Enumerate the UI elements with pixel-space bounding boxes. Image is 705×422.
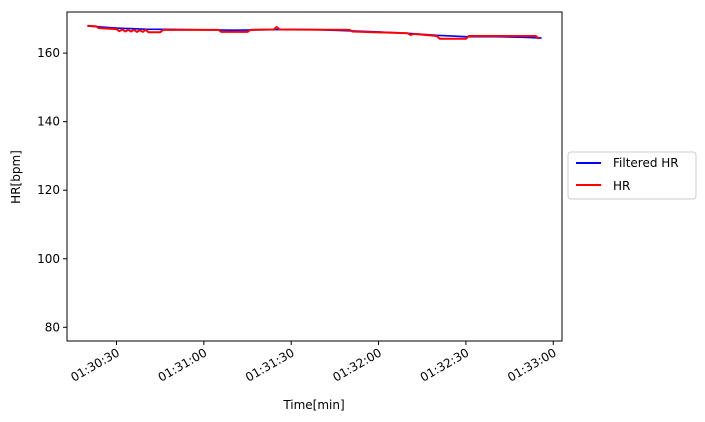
x-tick-label: 01:33:00 [505, 345, 559, 384]
plot-area-frame [66, 11, 563, 342]
series-layer [87, 24, 542, 40]
y-tick-label: 140 [37, 115, 60, 129]
y-tick-label: 100 [37, 252, 60, 266]
x-tick-label: 01:30:30 [68, 345, 122, 384]
x-axis-label: Time[min] [282, 398, 344, 412]
y-tick-label: 120 [37, 183, 60, 197]
x-axis: 01:30:30 01:31:00 01:31:30 01:32:00 01:32:30… [68, 341, 559, 385]
y-tick-label: 160 [37, 46, 60, 60]
x-tick-label: 01:31:30 [243, 345, 297, 384]
y-tick-label: 80 [45, 320, 60, 334]
x-tick-label: 01:32:30 [418, 345, 472, 384]
y-axis-label: HR[bpm] [9, 150, 23, 204]
x-tick-label: 01:32:00 [330, 345, 384, 384]
legend-label-hr: HR [613, 179, 630, 193]
series-line-hr [87, 24, 540, 40]
legend: Filtered HR HR [567, 151, 697, 200]
y-axis: 80 100 120 140 160 [37, 46, 67, 334]
x-tick-label: 01:31:00 [156, 345, 210, 384]
legend-label-filtered-hr: Filtered HR [613, 156, 679, 170]
